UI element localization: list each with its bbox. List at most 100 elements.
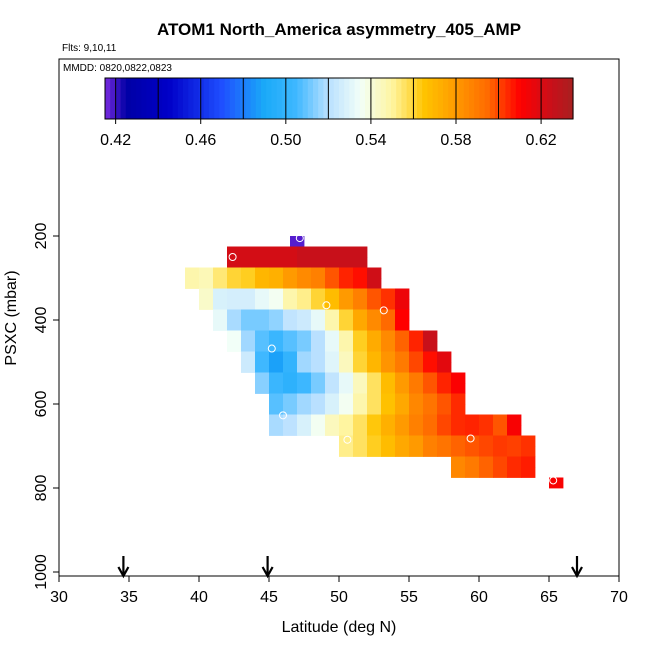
heatmap-cell [241, 309, 256, 321]
heatmap-cell [381, 330, 396, 342]
heatmap-cell [367, 299, 382, 310]
heatmap-cell [409, 446, 424, 457]
heatmap-cell [395, 351, 410, 363]
heatmap-cell [311, 425, 326, 436]
colorbar-segment [131, 78, 137, 119]
colorbar-tick-label: 0.54 [355, 132, 386, 149]
heatmap-cell [213, 309, 228, 321]
heatmap-cell [395, 435, 410, 447]
arrow-head [117, 566, 130, 579]
heatmap-cell [199, 267, 214, 279]
heatmap-cell [311, 393, 326, 405]
heatmap-cell [213, 267, 228, 279]
heatmap-cell [227, 257, 242, 268]
heatmap-cell [381, 309, 396, 321]
colorbar-segment [521, 78, 527, 119]
heatmap-cell [325, 372, 340, 384]
heatmap-cell [451, 404, 466, 415]
colorbar-segment [375, 78, 382, 119]
colorbar-segment [297, 78, 304, 119]
heatmap-cell [367, 425, 382, 436]
colorbar-segment [463, 78, 470, 119]
heatmap-cell [479, 425, 494, 436]
heatmap-cell [297, 278, 312, 289]
colorbar-segment [250, 78, 257, 119]
heatmap-cell [437, 362, 452, 373]
arrow-head [261, 566, 274, 579]
colorbar-segment [510, 78, 517, 119]
heatmap-cell [325, 288, 340, 300]
heatmap-cell [269, 404, 284, 415]
heatmap-cell [367, 278, 382, 289]
heatmap-cell [325, 383, 340, 394]
heatmap-cell [451, 446, 466, 457]
heatmap-cells [185, 236, 564, 489]
heatmap-cell [353, 341, 368, 352]
heatmap-cell [339, 299, 354, 310]
heatmap-cell [339, 257, 354, 268]
heatmap-cell [339, 383, 354, 394]
heatmap-cell [381, 341, 396, 352]
colorbar-segment [167, 78, 174, 119]
heatmap-cell [325, 414, 340, 426]
colorbar-segment [515, 78, 522, 119]
heatmap-cell [269, 330, 284, 342]
heatmap-cell [353, 246, 368, 258]
heatmap-cell [241, 246, 256, 258]
heatmap-cell [269, 372, 284, 384]
heatmap-cell [521, 456, 536, 468]
heatmap-cell [367, 351, 382, 363]
heatmap-cell [283, 372, 298, 384]
colorbar-segment [396, 78, 402, 119]
heatmap-cell [297, 320, 312, 331]
heatmap-cell [255, 309, 270, 321]
heatmap-cell [493, 425, 508, 436]
heatmap-cell [311, 309, 326, 321]
colorbar-segment [245, 78, 252, 119]
heatmap-cell [437, 383, 452, 394]
heatmap-cell [297, 425, 312, 436]
x-tick-label: 40 [190, 589, 208, 606]
colorbar-segment [115, 78, 122, 119]
colorbar-segment [157, 78, 163, 119]
heatmap-cell [325, 341, 340, 352]
heatmap-cell [290, 236, 305, 247]
y-tick-label: 400 [33, 307, 50, 334]
heatmap-cell [269, 362, 284, 373]
heatmap-cell [367, 393, 382, 405]
heatmap-cell [297, 404, 312, 415]
heatmap-cell [437, 404, 452, 415]
heatmap-cell [339, 341, 354, 352]
colorbar-segment [401, 78, 408, 119]
y-axis-label: PSXC (mbar) [3, 270, 20, 365]
y-tick-label: 600 [33, 391, 50, 418]
heatmap-cell [283, 425, 298, 436]
heatmap-cell [409, 414, 424, 426]
heatmap-cell [255, 341, 270, 352]
y-axis: 200 400 600 800 1000 [33, 223, 59, 590]
heatmap-cell [353, 320, 368, 331]
heatmap-cell [367, 404, 382, 415]
heatmap-cell [353, 309, 368, 321]
heatmap-cell [395, 330, 410, 342]
heatmap-cell [451, 456, 466, 468]
heatmap-cell [255, 246, 270, 258]
colorbar-segment [406, 78, 413, 119]
colorbar-segment [359, 78, 366, 119]
colorbar-segment [219, 78, 226, 119]
colorbar-segment [344, 78, 350, 119]
heatmap-cell [423, 435, 438, 447]
heatmap-cell [241, 299, 256, 310]
colorbar-segment [307, 78, 314, 119]
heatmap-cell [213, 299, 228, 310]
heatmap-cell [465, 456, 480, 468]
heatmap-cell [423, 383, 438, 394]
heatmap-cell [283, 404, 298, 415]
colorbar-segment [432, 78, 439, 119]
heatmap-cell [353, 267, 368, 279]
heatmap-cell [283, 309, 298, 321]
heatmap-cell [241, 267, 256, 279]
colorbar-segment [136, 78, 142, 119]
heatmap-cell [311, 362, 326, 373]
heatmap-cell [283, 330, 298, 342]
